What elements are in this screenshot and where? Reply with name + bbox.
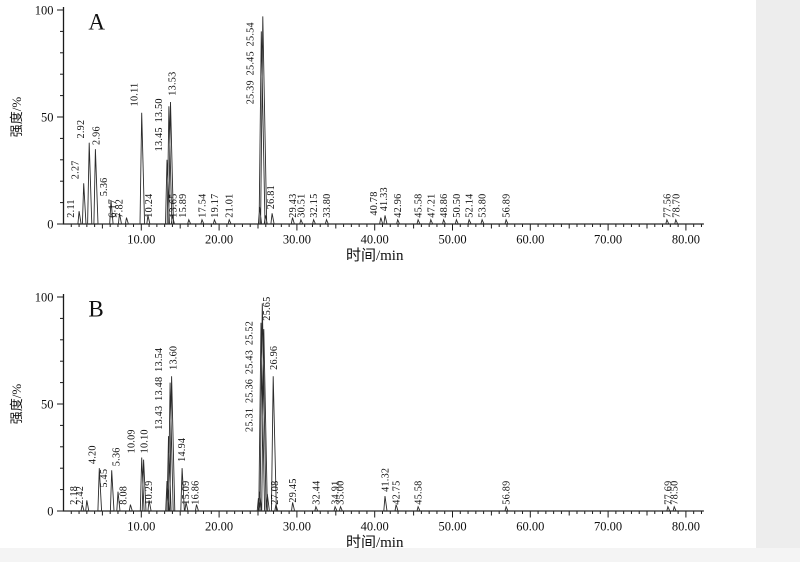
svg-text:2.11: 2.11: [66, 199, 77, 217]
svg-text:0: 0: [47, 504, 53, 518]
svg-text:40.00: 40.00: [361, 520, 389, 534]
svg-text:47.21: 47.21: [426, 194, 437, 218]
svg-text:10.10: 10.10: [140, 429, 151, 453]
svg-text:48.86: 48.86: [439, 194, 450, 218]
svg-text:10.09: 10.09: [127, 429, 138, 453]
svg-text:45.58: 45.58: [414, 481, 425, 505]
svg-text:41.32: 41.32: [381, 468, 392, 492]
svg-text:10.00: 10.00: [127, 233, 155, 247]
svg-text:60.00: 60.00: [516, 520, 544, 534]
svg-text:45.58: 45.58: [414, 194, 425, 218]
svg-text:53.80: 53.80: [478, 194, 489, 218]
svg-text:77.69: 77.69: [663, 481, 674, 505]
svg-text:42.75: 42.75: [392, 481, 403, 505]
svg-text:26.96: 26.96: [269, 346, 280, 370]
svg-text:13.43 13.48 13.54: 13.43 13.48 13.54: [154, 348, 165, 430]
svg-text:2.18: 2.18: [69, 486, 80, 505]
svg-text:14.94: 14.94: [177, 438, 188, 462]
svg-text:80.00: 80.00: [672, 520, 700, 534]
svg-text:70.00: 70.00: [594, 233, 622, 247]
svg-text:34.91: 34.91: [331, 481, 342, 505]
svg-text:50.00: 50.00: [438, 520, 466, 534]
svg-text:25.31 25.36 25.43 25.52: 25.31 25.36 25.43 25.52: [244, 321, 255, 432]
svg-text:30.51: 30.51: [296, 194, 307, 218]
svg-text:78.70: 78.70: [671, 194, 682, 218]
svg-text:13.53: 13.53: [168, 72, 179, 96]
svg-text:52.14: 52.14: [465, 194, 476, 218]
svg-text:25.39 25.45 25.54: 25.39 25.45 25.54: [246, 22, 257, 104]
svg-text:29.45: 29.45: [288, 478, 299, 502]
svg-text:30.00: 30.00: [283, 520, 311, 534]
svg-text:0: 0: [47, 217, 53, 231]
svg-text:10.29: 10.29: [144, 481, 155, 505]
svg-text:27.08: 27.08: [270, 481, 281, 505]
svg-text:5.36: 5.36: [99, 177, 110, 196]
svg-text:50.50: 50.50: [452, 194, 463, 218]
svg-text:15.89: 15.89: [178, 194, 189, 218]
svg-text:6.17: 6.17: [108, 199, 119, 218]
svg-text:2.96: 2.96: [91, 126, 102, 145]
svg-text:21.01: 21.01: [225, 194, 236, 218]
svg-text:时间/min: 时间/min: [346, 534, 404, 551]
svg-text:5.36: 5.36: [112, 447, 123, 466]
svg-text:80.00: 80.00: [672, 233, 700, 247]
svg-text:15.09: 15.09: [181, 481, 192, 505]
svg-text:32.44: 32.44: [311, 481, 322, 505]
svg-text:100: 100: [35, 3, 54, 17]
svg-text:4.20: 4.20: [87, 445, 98, 464]
svg-text:50.00: 50.00: [438, 233, 466, 247]
panel-b: 10.00 20.00 30.00 40.00 50.00 60.00 70.00 80.00…: [0, 287, 756, 555]
svg-text:10.00: 10.00: [127, 520, 155, 534]
svg-text:19.17: 19.17: [210, 194, 221, 218]
svg-text:40.00: 40.00: [361, 233, 389, 247]
svg-text:56.89: 56.89: [502, 481, 513, 505]
svg-text:10.24: 10.24: [144, 194, 155, 218]
svg-text:2.92: 2.92: [76, 120, 87, 139]
svg-text:2.42: 2.42: [75, 486, 86, 505]
svg-text:25.65: 25.65: [262, 297, 273, 321]
panel-a: 10.00 20.00 30.00 40.00 50.00 60.00 70.00 80.00…: [0, 0, 756, 268]
svg-text:时间/min: 时间/min: [346, 247, 404, 264]
svg-text:30.00: 30.00: [283, 233, 311, 247]
svg-text:60.00: 60.00: [516, 233, 544, 247]
svg-text:42.96: 42.96: [393, 194, 404, 218]
svg-text:2.27: 2.27: [71, 160, 82, 179]
svg-text:8.08: 8.08: [118, 486, 129, 505]
svg-text:20.00: 20.00: [205, 520, 233, 534]
svg-text:50: 50: [41, 110, 54, 124]
svg-text:5.45: 5.45: [99, 469, 110, 488]
svg-text:70.00: 70.00: [594, 520, 622, 534]
svg-text:10.11: 10.11: [130, 83, 141, 107]
svg-text:16.86: 16.86: [191, 481, 202, 505]
svg-text:26.81: 26.81: [266, 185, 277, 209]
svg-text:17.54: 17.54: [198, 194, 209, 218]
svg-text:78.50: 78.50: [670, 481, 681, 505]
svg-text:50: 50: [41, 397, 54, 411]
svg-text:强度/%: 强度/%: [9, 97, 24, 138]
svg-text:13.65: 13.65: [168, 194, 179, 218]
svg-text:13.60: 13.60: [169, 346, 180, 370]
svg-text:13.45 13.50: 13.45 13.50: [154, 98, 165, 151]
svg-text:100: 100: [35, 290, 54, 304]
svg-text:A: A: [88, 9, 105, 34]
svg-text:32.15: 32.15: [309, 194, 320, 218]
svg-text:7.82: 7.82: [115, 199, 126, 218]
svg-text:56.89: 56.89: [502, 194, 513, 218]
chromatogram-b-plot: 10.00 20.00 30.00 40.00 50.00 60.00 70.00 80.00…: [9, 290, 704, 551]
scan-edge-right: [756, 0, 800, 562]
svg-text:41.33: 41.33: [379, 187, 390, 211]
svg-text:33.80: 33.80: [322, 194, 333, 218]
svg-text:40.78: 40.78: [369, 191, 380, 215]
svg-text:B: B: [88, 296, 103, 321]
chromatogram-a-plot: 10.00 20.00 30.00 40.00 50.00 60.00 70.00 80.00…: [9, 3, 704, 264]
svg-text:35.00: 35.00: [336, 481, 347, 505]
svg-text:29.43: 29.43: [288, 194, 299, 218]
scan-edge-bottom: [0, 548, 800, 562]
svg-text:20.00: 20.00: [205, 233, 233, 247]
svg-text:强度/%: 强度/%: [9, 384, 24, 425]
svg-text:77.56: 77.56: [662, 194, 673, 218]
